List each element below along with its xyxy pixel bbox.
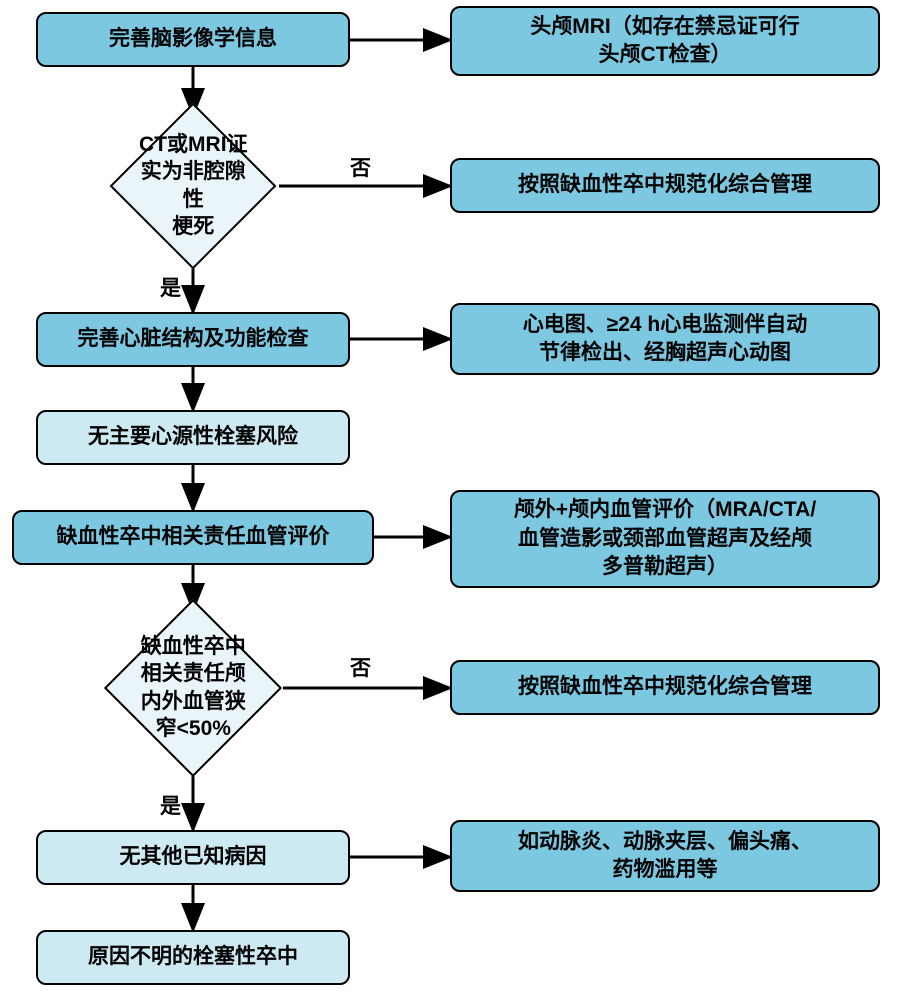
flowchart-edge-label: 是 (160, 790, 181, 820)
flowchart-edge-label: 否 (350, 652, 371, 682)
flowchart-node-n9: 颅外+颅内血管评价（MRA/CTA/血管造影或颈部血管超声及经颅多普勒超声） (450, 490, 880, 588)
flowchart-node-n6: 心电图、≥24 h心电监测伴自动节律检出、经胸超声心动图 (450, 303, 880, 375)
flowchart-node-n4: 按照缺血性卒中规范化综合管理 (450, 158, 880, 213)
flowchart-edge-label: 否 (350, 152, 371, 182)
flowchart-node-n8: 缺血性卒中相关责任血管评价 (12, 510, 374, 565)
flowchart-node-n11: 按照缺血性卒中规范化综合管理 (450, 660, 880, 715)
flowchart-node-n5: 完善心脏结构及功能检查 (36, 312, 350, 367)
flowchart-edge-label: 是 (160, 272, 181, 302)
flowchart-node-n1: 完善脑影像学信息 (36, 12, 350, 67)
flowchart-node-n12: 无其他已知病因 (36, 830, 350, 885)
flowchart-node-n13: 如动脉炎、动脉夹层、偏头痛、药物滥用等 (450, 820, 880, 892)
flowchart-node-n14: 原因不明的栓塞性卒中 (36, 930, 350, 985)
flowchart-node-n2: 头颅MRI（如存在禁忌证可行头颅CT检查） (450, 6, 880, 76)
flowchart-diamond-n3: CT或MRI证实为非腔隙性梗死 (110, 103, 277, 270)
flowchart-node-n7: 无主要心源性栓塞风险 (36, 410, 350, 465)
flowchart-diamond-n10: 缺血性卒中相关责任颅内外血管狭窄<50% (104, 599, 282, 777)
